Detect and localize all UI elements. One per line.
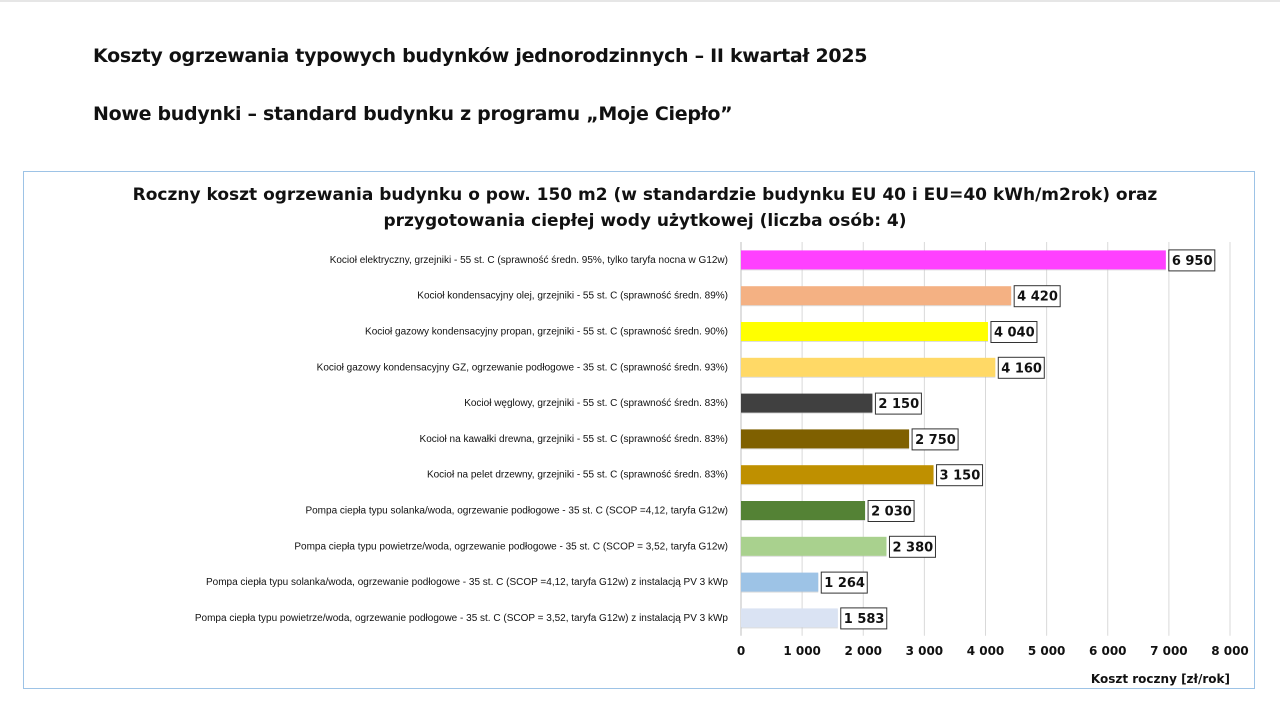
chart-title-line-1: Roczny koszt ogrzewania budynku o pow. 1… <box>133 185 1158 205</box>
category-label: Pompa ciepła typu powietrze/woda, ogrzew… <box>195 613 729 624</box>
category-label: Pompa ciepła typu powietrze/woda, ogrzew… <box>294 541 728 552</box>
x-tick-label: 7 000 <box>1150 644 1188 658</box>
data-label: 6 950 <box>1172 254 1213 269</box>
data-label-box <box>867 500 915 522</box>
bar <box>741 572 819 592</box>
chart-title-line-2: przygotowania ciepłej wody użytkowej (li… <box>383 211 906 231</box>
x-tick-label: 6 000 <box>1089 644 1127 658</box>
data-label-box <box>888 535 936 558</box>
data-label: 2 380 <box>892 540 933 555</box>
data-label-box <box>936 464 984 487</box>
chart-frame <box>23 171 1255 689</box>
category-label: Kocioł na kawałki drewna, grzejniki - 55… <box>420 434 728 445</box>
data-label: 1 264 <box>824 576 865 591</box>
x-tick-label: 8 000 <box>1211 644 1249 658</box>
category-label: Pompa ciepła typu solanka/woda, ogrzewan… <box>305 506 728 517</box>
data-label: 2 750 <box>915 433 956 448</box>
x-tick-label: 2 000 <box>844 644 882 658</box>
data-label-box <box>1013 285 1061 308</box>
bar <box>741 357 996 377</box>
data-label: 3 150 <box>940 469 981 484</box>
category-label: Kocioł kondensacyjny olej, grzejniki - 5… <box>417 291 728 302</box>
bar <box>741 286 1012 306</box>
bar <box>741 250 1166 270</box>
data-label-box <box>840 607 888 630</box>
x-tick-label: 1 000 <box>783 644 821 658</box>
x-tick-label: 0 <box>737 644 745 658</box>
data-label-box <box>990 321 1038 343</box>
bar <box>741 322 988 341</box>
x-tick-label: 5 000 <box>1028 644 1066 658</box>
page-title: Koszty ogrzewania typowych budynków jedn… <box>93 45 868 67</box>
data-label-box <box>820 571 868 594</box>
data-label: 4 160 <box>1001 361 1042 376</box>
page-subtitle: Nowe budynki – standard budynku z progra… <box>93 103 733 125</box>
top-divider <box>0 0 1280 2</box>
bar <box>741 429 910 449</box>
data-label: 4 420 <box>1017 290 1058 305</box>
category-label: Kocioł węglowy, grzejniki - 55 st. C (sp… <box>464 398 728 409</box>
category-label: Kocioł gazowy kondensacyjny GZ, ogrzewan… <box>317 362 728 373</box>
bar <box>741 393 873 413</box>
category-label: Kocioł na pelet drzewny, grzejniki - 55 … <box>427 470 728 481</box>
data-label: 2 150 <box>878 397 919 412</box>
data-label-box <box>1168 249 1216 272</box>
data-label-box <box>997 356 1045 379</box>
x-tick-label: 3 000 <box>906 644 944 658</box>
data-label: 2 030 <box>871 505 912 520</box>
x-tick-label: 4 000 <box>967 644 1005 658</box>
bar <box>741 465 934 485</box>
bar <box>741 608 838 628</box>
data-label-box <box>911 428 959 451</box>
x-axis-label: Koszt roczny [zł/rok] <box>1091 672 1230 686</box>
bar <box>741 501 866 520</box>
data-label: 1 583 <box>844 612 885 627</box>
data-label-box <box>874 392 922 415</box>
data-label: 4 040 <box>994 326 1035 341</box>
bar <box>741 536 887 556</box>
category-label: Kocioł elektryczny, grzejniki - 55 st. C… <box>330 255 728 266</box>
category-label: Kocioł gazowy kondensacyjny propan, grze… <box>365 327 728 338</box>
category-label: Pompa ciepła typu solanka/woda, ogrzewan… <box>206 577 728 588</box>
